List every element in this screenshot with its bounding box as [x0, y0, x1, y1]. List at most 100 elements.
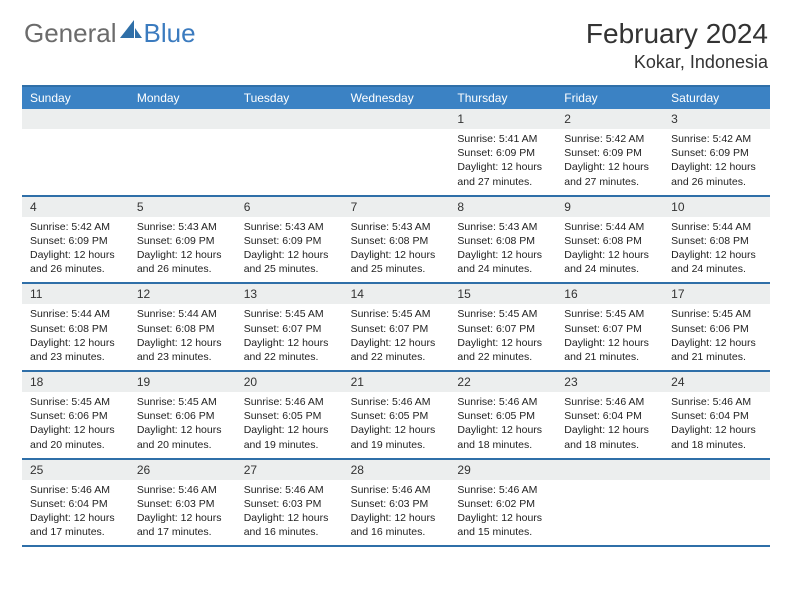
sunrise-line: Sunrise: 5:43 AM — [244, 220, 335, 234]
empty-cell — [236, 109, 343, 195]
day-body — [236, 129, 343, 185]
day-cell: 10Sunrise: 5:44 AMSunset: 6:08 PMDayligh… — [663, 197, 770, 283]
day-body — [663, 480, 770, 536]
day-body: Sunrise: 5:45 AMSunset: 6:07 PMDaylight:… — [236, 304, 343, 370]
day-cell: 15Sunrise: 5:45 AMSunset: 6:07 PMDayligh… — [449, 284, 556, 370]
day-body: Sunrise: 5:46 AMSunset: 6:03 PMDaylight:… — [236, 480, 343, 546]
empty-cell — [663, 460, 770, 546]
sail-icon — [120, 20, 142, 43]
day-cell: 14Sunrise: 5:45 AMSunset: 6:07 PMDayligh… — [343, 284, 450, 370]
day-cell: 19 Sunrise: 5:45 AMSunset: 6:06 PMDayligh… — [129, 372, 236, 458]
day-number: 12 — [129, 284, 236, 304]
sunset-line: Sunset: 6:03 PM — [244, 497, 335, 511]
day-header-monday: Monday — [129, 87, 236, 109]
sunset-line: Sunset: 6:05 PM — [244, 409, 335, 423]
sunset-line: Sunset: 6:04 PM — [671, 409, 762, 423]
day-body — [556, 480, 663, 536]
day-body: Sunrise: 5:41 AMSunset: 6:09 PMDaylight:… — [449, 129, 556, 195]
day-number — [556, 460, 663, 480]
day-body: Sunrise: 5:46 AMSunset: 6:05 PMDaylight:… — [449, 392, 556, 458]
day-cell: 7Sunrise: 5:43 AMSunset: 6:08 PMDaylight… — [343, 197, 450, 283]
day-number: 16 — [556, 284, 663, 304]
day-cell: 24Sunrise: 5:46 AMSunset: 6:04 PMDayligh… — [663, 372, 770, 458]
day-cell: 2Sunrise: 5:42 AMSunset: 6:09 PMDaylight… — [556, 109, 663, 195]
daylight-line: Daylight: 12 hours and 24 minutes. — [564, 248, 655, 276]
sunrise-line: Sunrise: 5:43 AM — [351, 220, 442, 234]
daylight-line: Daylight: 12 hours and 18 minutes. — [457, 423, 548, 451]
sunrise-line: Sunrise: 5:46 AM — [457, 483, 548, 497]
sunset-line: Sunset: 6:04 PM — [30, 497, 121, 511]
day-cell: 11Sunrise: 5:44 AMSunset: 6:08 PMDayligh… — [22, 284, 129, 370]
day-cell: 17Sunrise: 5:45 AMSunset: 6:06 PMDayligh… — [663, 284, 770, 370]
sunset-line: Sunset: 6:08 PM — [457, 234, 548, 248]
sunrise-line: Sunrise: 5:43 AM — [457, 220, 548, 234]
weeks-container: 1Sunrise: 5:41 AMSunset: 6:09 PMDaylight… — [22, 109, 770, 547]
daylight-line: Daylight: 12 hours and 21 minutes. — [671, 336, 762, 364]
day-number: 24 — [663, 372, 770, 392]
day-number: 15 — [449, 284, 556, 304]
empty-cell — [556, 460, 663, 546]
sunrise-line: Sunrise: 5:44 AM — [564, 220, 655, 234]
daylight-line: Daylight: 12 hours and 17 minutes. — [137, 511, 228, 539]
location: Kokar, Indonesia — [586, 52, 768, 73]
day-body: Sunrise: 5:46 AMSunset: 6:05 PMDaylight:… — [343, 392, 450, 458]
sunset-line: Sunset: 6:03 PM — [137, 497, 228, 511]
day-number: 18 — [22, 372, 129, 392]
sunrise-line: Sunrise: 5:46 AM — [244, 395, 335, 409]
day-body — [22, 129, 129, 185]
day-number: 13 — [236, 284, 343, 304]
sunrise-line: Sunrise: 5:42 AM — [564, 132, 655, 146]
day-body: Sunrise: 5:44 AMSunset: 6:08 PMDaylight:… — [22, 304, 129, 370]
sunrise-line: Sunrise: 5:44 AM — [30, 307, 121, 321]
sunrise-line: Sunrise: 5:46 AM — [351, 483, 442, 497]
day-number: 7 — [343, 197, 450, 217]
day-cell: 23Sunrise: 5:46 AMSunset: 6:04 PMDayligh… — [556, 372, 663, 458]
sunset-line: Sunset: 6:06 PM — [137, 409, 228, 423]
sunset-line: Sunset: 6:09 PM — [457, 146, 548, 160]
sunset-line: Sunset: 6:03 PM — [351, 497, 442, 511]
sunset-line: Sunset: 6:07 PM — [457, 322, 548, 336]
sunrise-line: Sunrise: 5:45 AM — [137, 395, 228, 409]
day-number: 25 — [22, 460, 129, 480]
daylight-line: Daylight: 12 hours and 18 minutes. — [564, 423, 655, 451]
day-body: Sunrise: 5:46 AMSunset: 6:02 PMDaylight:… — [449, 480, 556, 546]
daylight-line: Daylight: 12 hours and 20 minutes. — [30, 423, 121, 451]
day-number — [129, 109, 236, 129]
sunset-line: Sunset: 6:07 PM — [351, 322, 442, 336]
daylight-line: Daylight: 12 hours and 26 minutes. — [671, 160, 762, 188]
day-body: Sunrise: 5:46 AMSunset: 6:03 PMDaylight:… — [343, 480, 450, 546]
sunset-line: Sunset: 6:09 PM — [244, 234, 335, 248]
sunrise-line: Sunrise: 5:46 AM — [137, 483, 228, 497]
day-number — [236, 109, 343, 129]
day-number: 22 — [449, 372, 556, 392]
day-body: Sunrise: 5:46 AMSunset: 6:04 PMDaylight:… — [22, 480, 129, 546]
sunrise-line: Sunrise: 5:46 AM — [457, 395, 548, 409]
daylight-line: Daylight: 12 hours and 26 minutes. — [137, 248, 228, 276]
empty-cell — [343, 109, 450, 195]
daylight-line: Daylight: 12 hours and 27 minutes. — [457, 160, 548, 188]
daylight-line: Daylight: 12 hours and 16 minutes. — [351, 511, 442, 539]
day-cell: 8Sunrise: 5:43 AMSunset: 6:08 PMDaylight… — [449, 197, 556, 283]
day-number: 29 — [449, 460, 556, 480]
daylight-line: Daylight: 12 hours and 25 minutes. — [244, 248, 335, 276]
daylight-line: Daylight: 12 hours and 25 minutes. — [351, 248, 442, 276]
sunset-line: Sunset: 6:05 PM — [457, 409, 548, 423]
day-body: Sunrise: 5:45 AMSunset: 6:06 PMDaylight:… — [22, 392, 129, 458]
title-block: February 2024 Kokar, Indonesia — [586, 18, 768, 73]
day-number: 9 — [556, 197, 663, 217]
day-cell: 18Sunrise: 5:45 AMSunset: 6:06 PMDayligh… — [22, 372, 129, 458]
day-header-thursday: Thursday — [449, 87, 556, 109]
day-cell: 16Sunrise: 5:45 AMSunset: 6:07 PMDayligh… — [556, 284, 663, 370]
day-body: Sunrise: 5:45 AMSunset: 6:07 PMDaylight:… — [556, 304, 663, 370]
day-number: 23 — [556, 372, 663, 392]
daylight-line: Daylight: 12 hours and 20 minutes. — [137, 423, 228, 451]
day-number: 26 — [129, 460, 236, 480]
header: General Blue February 2024 Kokar, Indone… — [0, 0, 792, 79]
day-number: 19 — [129, 372, 236, 392]
day-cell: 25Sunrise: 5:46 AMSunset: 6:04 PMDayligh… — [22, 460, 129, 546]
day-number: 27 — [236, 460, 343, 480]
sunrise-line: Sunrise: 5:42 AM — [671, 132, 762, 146]
day-header-tuesday: Tuesday — [236, 87, 343, 109]
day-body: Sunrise: 5:42 AMSunset: 6:09 PMDaylight:… — [22, 217, 129, 283]
day-number: 6 — [236, 197, 343, 217]
